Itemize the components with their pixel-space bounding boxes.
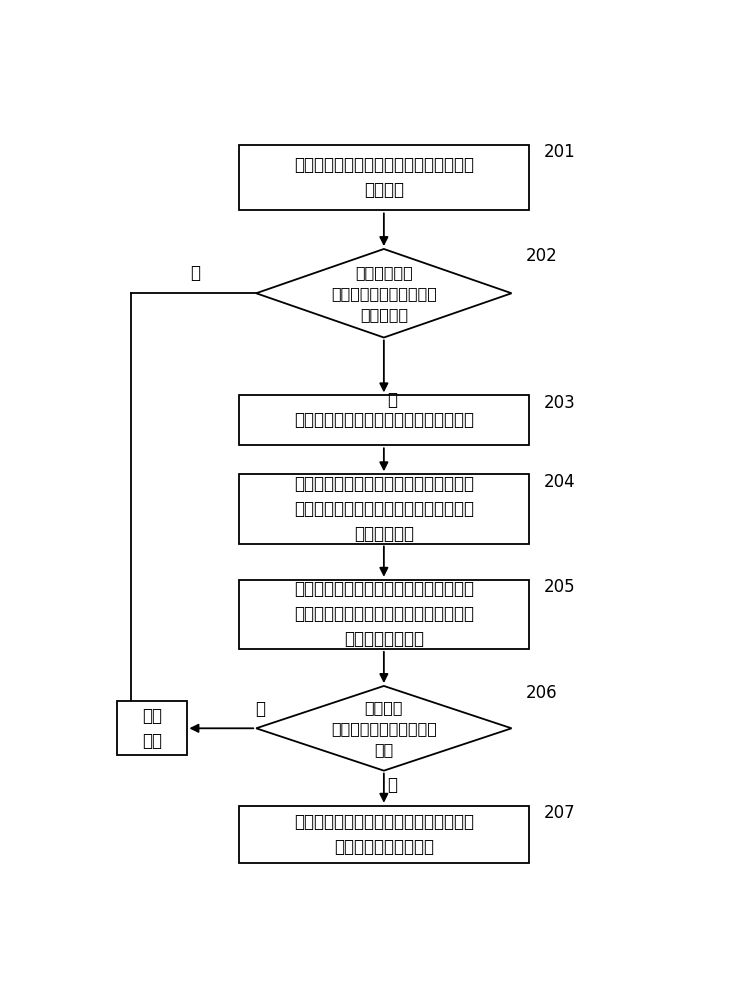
Text: 否: 否 bbox=[190, 264, 200, 282]
Text: 203: 203 bbox=[544, 394, 575, 412]
Text: 206: 206 bbox=[526, 684, 558, 702]
Text: 否: 否 bbox=[255, 700, 265, 718]
Text: 结束
流程: 结束 流程 bbox=[142, 707, 162, 750]
Text: 204: 204 bbox=[544, 473, 575, 491]
Text: 将预设应用程序集合中与目标应用程序相
同的预设应用程序移除: 将预设应用程序集合中与目标应用程序相 同的预设应用程序移除 bbox=[294, 813, 474, 856]
Text: 207: 207 bbox=[544, 804, 575, 822]
Polygon shape bbox=[256, 686, 512, 771]
Text: 是: 是 bbox=[387, 776, 398, 794]
Polygon shape bbox=[256, 249, 512, 338]
FancyBboxPatch shape bbox=[239, 806, 529, 863]
Text: 移动终端获取针对源应用程序的第一按压
操作信息: 移动终端获取针对源应用程序的第一按压 操作信息 bbox=[294, 156, 474, 199]
Text: 是: 是 bbox=[387, 391, 398, 409]
Text: 移动终端获取源应用程序对应的应用类型: 移动终端获取源应用程序对应的应用类型 bbox=[294, 411, 474, 429]
FancyBboxPatch shape bbox=[239, 145, 529, 210]
Text: 移动终端
判断目标应用图标是否被
标记: 移动终端 判断目标应用图标是否被 标记 bbox=[331, 700, 437, 757]
Text: 205: 205 bbox=[544, 578, 575, 596]
Text: 移动终端判断
第一按压操作信息是否满
足预设条件: 移动终端判断 第一按压操作信息是否满 足预设条件 bbox=[331, 265, 437, 322]
Text: 201: 201 bbox=[544, 143, 575, 161]
FancyBboxPatch shape bbox=[117, 701, 187, 755]
Text: 移动终端获取针对目标应用图标的第二按
压操作信息，并根据第二操作信息启动相
应的目标应用程序: 移动终端获取针对目标应用图标的第二按 压操作信息，并根据第二操作信息启动相 应的… bbox=[294, 580, 474, 648]
FancyBboxPatch shape bbox=[239, 395, 529, 445]
FancyBboxPatch shape bbox=[239, 474, 529, 544]
Text: 202: 202 bbox=[526, 247, 558, 265]
FancyBboxPatch shape bbox=[239, 580, 529, 649]
Text: 移动终端确定该应用类型对应的应用程序
集合，并显示应用程序集合中应用程序对
应的应用图标: 移动终端确定该应用类型对应的应用程序 集合，并显示应用程序集合中应用程序对 应的… bbox=[294, 475, 474, 543]
